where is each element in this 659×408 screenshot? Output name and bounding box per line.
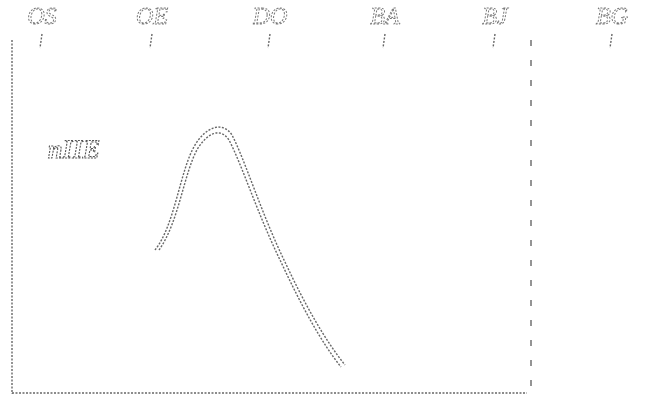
top-tick bbox=[267, 33, 271, 49]
top-label: OS bbox=[27, 4, 56, 30]
top-tick bbox=[39, 33, 43, 49]
top-label: BA bbox=[370, 4, 400, 30]
top-label: BG bbox=[596, 4, 628, 30]
top-label: OE bbox=[136, 4, 168, 30]
top-label: BJ bbox=[482, 4, 509, 30]
curve-note: nIIE bbox=[48, 135, 100, 164]
top-tick bbox=[492, 33, 496, 49]
top-tick bbox=[609, 33, 613, 49]
curve-outline bbox=[158, 132, 342, 368]
top-tick bbox=[382, 33, 386, 49]
top-tick bbox=[149, 33, 153, 49]
curve bbox=[154, 126, 346, 366]
top-label: DO bbox=[252, 4, 288, 30]
